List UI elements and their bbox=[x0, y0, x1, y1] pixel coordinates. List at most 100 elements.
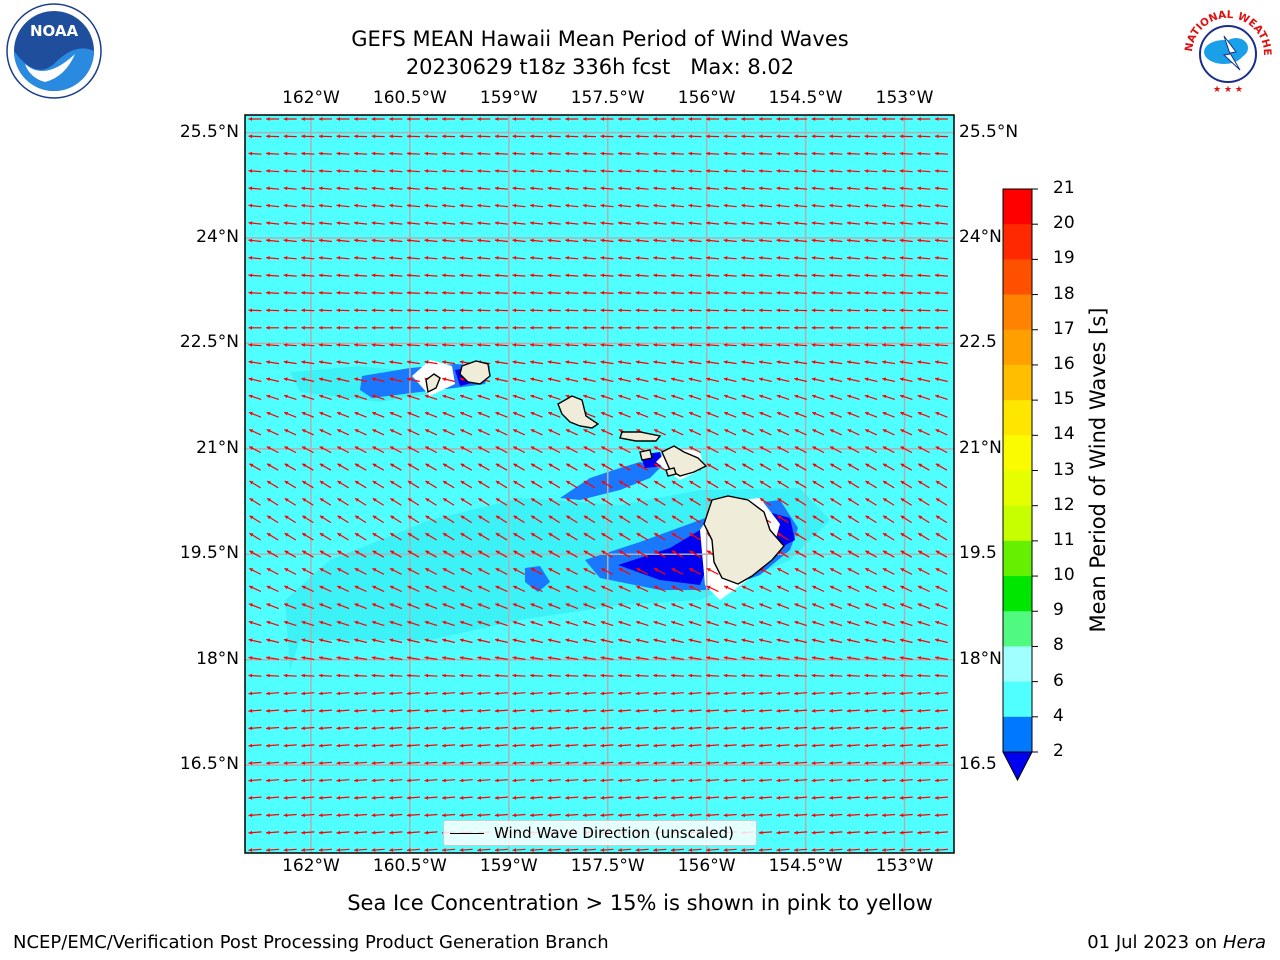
direction-arrowhead bbox=[354, 848, 358, 852]
direction-arrowhead bbox=[653, 325, 657, 330]
direction-arrowhead bbox=[582, 761, 587, 765]
direction-arrowhead bbox=[267, 463, 271, 468]
direction-arrowhead bbox=[283, 638, 288, 643]
direction-arrowhead bbox=[741, 603, 746, 607]
direction-arrowhead bbox=[688, 813, 693, 818]
direction-arrowhead bbox=[934, 761, 939, 765]
colorbar bbox=[1002, 188, 1038, 782]
direction-arrowhead bbox=[565, 360, 570, 364]
direction-arrowhead bbox=[706, 585, 711, 590]
direction-arrowhead bbox=[899, 656, 904, 660]
direction-arrowhead bbox=[283, 203, 288, 208]
direction-arrowhead bbox=[635, 169, 640, 173]
direction-arrowhead bbox=[582, 273, 587, 278]
direction-arrowhead bbox=[565, 761, 569, 765]
direction-arrowhead bbox=[495, 429, 500, 433]
direction-arrowhead bbox=[372, 463, 377, 468]
direction-arrowhead bbox=[318, 343, 323, 347]
direction-arrowhead bbox=[917, 151, 921, 156]
direction-arrowhead bbox=[371, 691, 376, 696]
direction-arrowhead bbox=[934, 848, 939, 852]
direction-arrowhead bbox=[777, 585, 782, 590]
direction-arrowhead bbox=[477, 325, 481, 330]
direction-arrowhead bbox=[354, 795, 358, 800]
direction-arrowhead bbox=[582, 778, 587, 783]
direction-arrowhead bbox=[548, 481, 553, 485]
direction-arrowhead bbox=[882, 656, 886, 660]
direction-arrowhead bbox=[654, 446, 658, 450]
direction-arrowhead bbox=[513, 429, 518, 433]
direction-arrowhead bbox=[389, 778, 393, 783]
direction-arrowhead bbox=[459, 290, 464, 295]
direction-arrowhead bbox=[301, 743, 305, 748]
direction-arrowhead bbox=[248, 377, 253, 382]
direction-arrowhead bbox=[336, 256, 341, 260]
direction-arrowhead bbox=[442, 273, 446, 278]
direction-arrowhead bbox=[600, 673, 605, 678]
direction-arrowhead bbox=[811, 813, 816, 818]
direction-arrowhead bbox=[424, 656, 429, 660]
direction-arrowhead bbox=[283, 360, 288, 364]
direction-arrowhead bbox=[601, 446, 606, 450]
direction-arrowhead bbox=[724, 411, 729, 416]
direction-arrowhead bbox=[582, 151, 587, 156]
direction-arrowhead bbox=[847, 656, 851, 660]
direction-arrowhead bbox=[618, 691, 622, 696]
direction-arrowhead bbox=[619, 481, 623, 485]
direction-arrowhead bbox=[318, 778, 323, 783]
direction-arrowhead bbox=[266, 585, 271, 590]
direction-arrowhead bbox=[565, 778, 569, 783]
direction-arrowhead bbox=[442, 256, 446, 260]
direction-arrowhead bbox=[337, 498, 342, 502]
direction-arrowhead bbox=[635, 290, 640, 295]
direction-arrowhead bbox=[689, 533, 694, 537]
direction-arrowhead bbox=[301, 394, 306, 399]
direction-arrowhead bbox=[864, 203, 869, 208]
direction-arrowhead bbox=[794, 568, 799, 572]
direction-arrowhead bbox=[812, 429, 817, 433]
direction-arrowhead bbox=[354, 221, 358, 225]
direction-arrowhead bbox=[318, 151, 323, 156]
direction-arrowhead bbox=[319, 394, 324, 399]
direction-arrowhead bbox=[776, 134, 781, 139]
direction-arrowhead bbox=[424, 708, 429, 713]
direction-arrowhead bbox=[565, 795, 569, 800]
direction-arrowhead bbox=[284, 481, 289, 485]
direction-arrowhead bbox=[829, 638, 834, 643]
direction-arrowhead bbox=[407, 394, 412, 399]
direction-arrowhead bbox=[548, 620, 552, 625]
direction-arrowhead bbox=[758, 151, 763, 156]
island-kauai bbox=[459, 360, 491, 385]
direction-arrowhead bbox=[688, 343, 693, 347]
direction-arrowhead bbox=[530, 638, 535, 643]
direction-arrowhead bbox=[301, 620, 306, 625]
direction-arrowhead bbox=[688, 290, 693, 295]
direction-arrowhead bbox=[495, 446, 500, 450]
direction-arrowhead bbox=[688, 638, 693, 643]
direction-arrowhead bbox=[917, 411, 922, 416]
direction-arrowhead bbox=[934, 343, 939, 347]
direction-arrowhead bbox=[917, 169, 921, 173]
direction-arrowhead bbox=[864, 778, 869, 783]
direction-arrowhead bbox=[512, 638, 517, 643]
direction-arrowhead bbox=[460, 515, 465, 520]
top-lon-label: 153°W bbox=[875, 88, 934, 108]
direction-arrowhead bbox=[337, 585, 342, 590]
direction-arrowhead bbox=[301, 134, 305, 139]
direction-arrowhead bbox=[882, 743, 886, 748]
direction-arrowhead bbox=[531, 550, 535, 555]
direction-arrowhead bbox=[565, 169, 569, 173]
direction-arrowhead bbox=[583, 429, 588, 433]
direction-arrowhead bbox=[794, 795, 798, 800]
direction-arrowhead bbox=[442, 394, 447, 399]
direction-arrowhead bbox=[459, 117, 464, 121]
colorbar-tick-label: 8 bbox=[1053, 635, 1064, 656]
direction-arrowhead bbox=[864, 603, 869, 607]
direction-arrowhead bbox=[459, 221, 464, 225]
direction-arrowhead bbox=[917, 656, 922, 660]
direction-arrowhead bbox=[847, 481, 852, 485]
direction-arrowhead bbox=[689, 446, 694, 450]
direction-arrowhead bbox=[407, 411, 412, 416]
direction-arrowhead bbox=[636, 568, 641, 572]
direction-arrowhead bbox=[494, 151, 499, 156]
